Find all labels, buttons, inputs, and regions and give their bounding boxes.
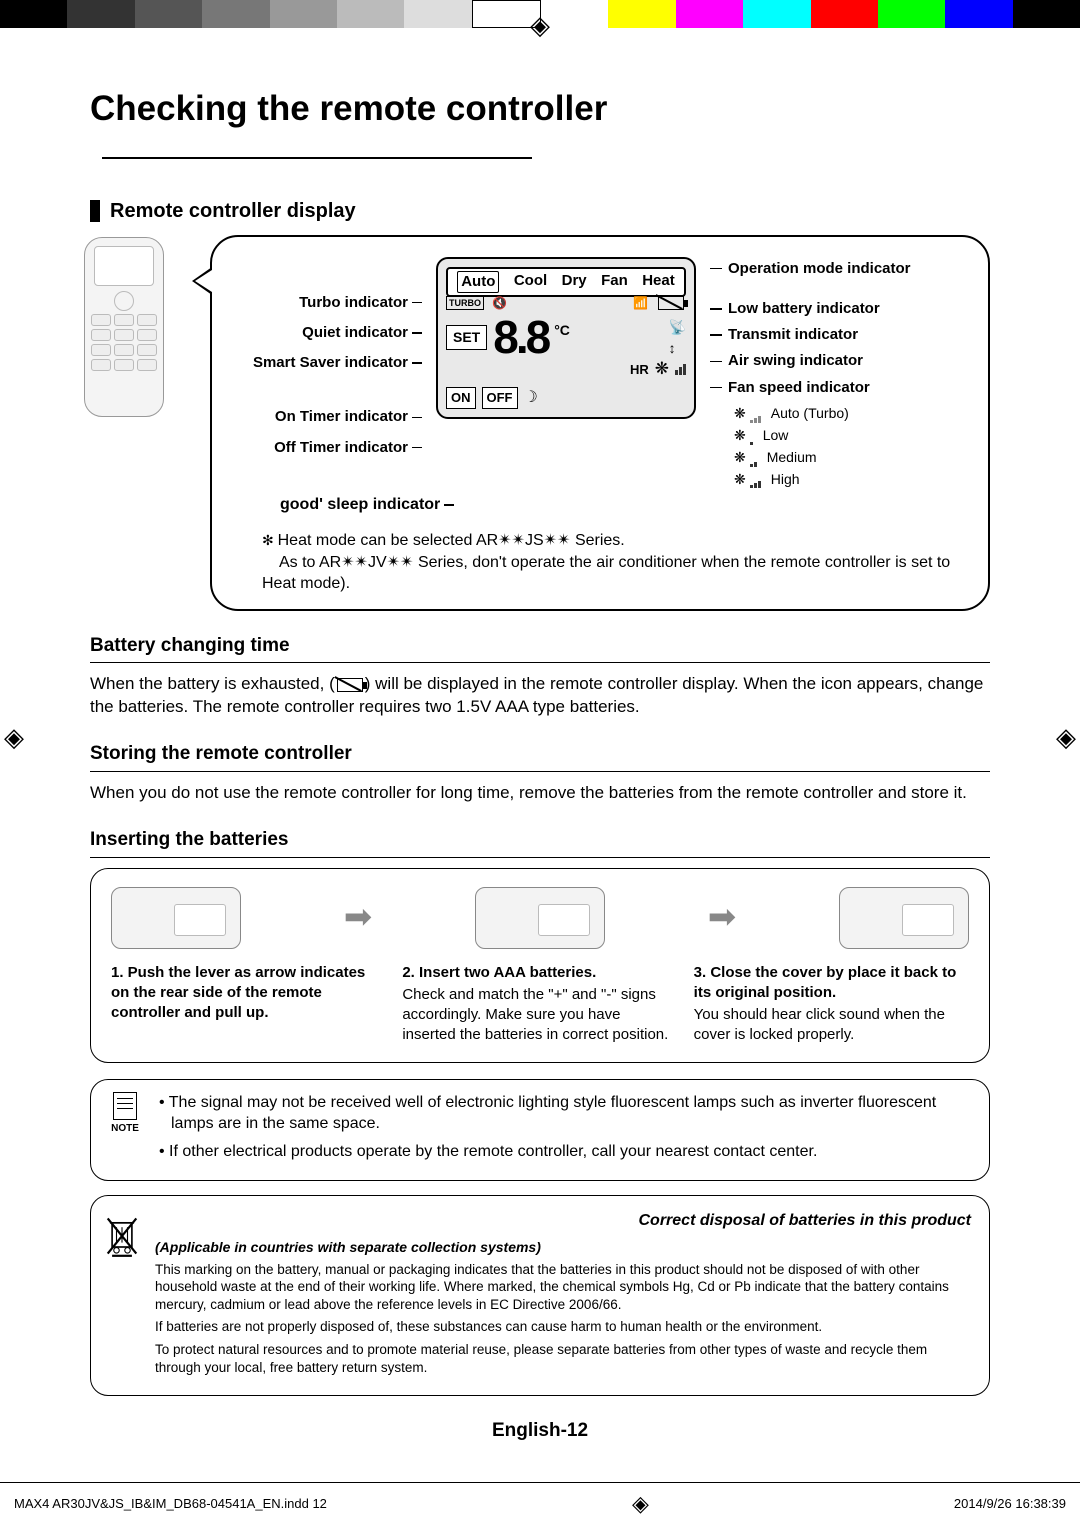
section-inserting: Inserting the batteries bbox=[90, 827, 990, 858]
disposal-box: Correct disposal of batteries in this pr… bbox=[90, 1195, 990, 1396]
set-indicator: SET bbox=[446, 325, 487, 350]
wheelie-bin-icon bbox=[105, 1214, 139, 1258]
signal-icon: 📶 bbox=[633, 295, 648, 311]
registration-mark-bottom: ◈ bbox=[632, 1489, 649, 1518]
off-timer-indicator: OFF bbox=[482, 387, 518, 409]
page-title: Checking the remote controller bbox=[90, 85, 990, 180]
section-battery-time: Battery changing time bbox=[90, 633, 990, 664]
battery-time-text: When the battery is exhausted, () will b… bbox=[90, 673, 990, 719]
registration-mark-right: ◈ bbox=[1056, 720, 1076, 755]
note-box: NOTE The signal may not be received well… bbox=[90, 1079, 990, 1182]
remote-rear-step1 bbox=[111, 887, 241, 949]
transmit-icon: 📡 bbox=[669, 318, 686, 337]
unit-celsius: °C bbox=[554, 321, 570, 340]
swing-icon: ↕ bbox=[669, 339, 686, 358]
disposal-subtitle: (Applicable in countries with separate c… bbox=[155, 1238, 971, 1257]
fan-speed-bars bbox=[675, 364, 686, 375]
display-diagram-box: Turbo indicator Quiet indicator Smart Sa… bbox=[210, 235, 990, 611]
right-indicator-labels: Operation mode indicator Low battery ind… bbox=[710, 257, 968, 489]
hour-label: HR bbox=[630, 361, 649, 379]
low-battery-icon bbox=[658, 296, 684, 310]
section-storing: Storing the remote controller bbox=[90, 741, 990, 772]
heat-mode-note: ✻ Heat mode can be selected AR✴✴JS✴✴ Ser… bbox=[232, 530, 968, 595]
low-battery-icon-inline bbox=[337, 678, 363, 692]
turbo-icon: TURBO bbox=[446, 296, 484, 310]
section-remote-display: Remote controller display bbox=[90, 198, 990, 225]
good-sleep-label: good' sleep indicator bbox=[280, 494, 968, 516]
arrow-icon: ➡ bbox=[344, 895, 373, 941]
on-timer-indicator: ON bbox=[446, 387, 476, 409]
disposal-p1: This marking on the battery, manual or p… bbox=[155, 1261, 971, 1314]
print-footer: MAX4 AR30JV&JS_IB&IM_DB68-04541A_EN.indd… bbox=[0, 1482, 1080, 1518]
inserting-batteries-box: ➡ ➡ 1. Push the lever as arrow indicates… bbox=[90, 868, 990, 1063]
fan-speed-list: ❋ Auto (Turbo)❋ Low❋ Medium❋ High bbox=[734, 404, 968, 489]
remote-rear-step2 bbox=[475, 887, 605, 949]
footer-filename: MAX4 AR30JV&JS_IB&IM_DB68-04541A_EN.indd… bbox=[14, 1495, 327, 1513]
remote-rear-step3 bbox=[839, 887, 969, 949]
storing-text: When you do not use the remote controlle… bbox=[90, 782, 990, 805]
disposal-title: Correct disposal of batteries in this pr… bbox=[155, 1210, 971, 1232]
page-number: English-12 bbox=[90, 1418, 990, 1444]
good-sleep-icon: ☽ bbox=[524, 387, 538, 409]
fan-icon: ❋ bbox=[655, 358, 669, 381]
quiet-icon: 🔇 bbox=[492, 295, 507, 311]
disposal-p3: To protect natural resources and to prom… bbox=[155, 1341, 971, 1376]
lcd-display: Auto Cool Dry Fan Heat TURBO 🔇 📶 SET 8.8… bbox=[436, 257, 696, 419]
mode-bar: Auto Cool Dry Fan Heat bbox=[446, 267, 686, 297]
arrow-icon: ➡ bbox=[708, 895, 737, 941]
disposal-p2: If batteries are not properly disposed o… bbox=[155, 1318, 971, 1336]
left-indicator-labels: Turbo indicator Quiet indicator Smart Sa… bbox=[232, 257, 422, 458]
temperature-display: 8.8 bbox=[493, 317, 548, 358]
note-list: The signal may not be received well of e… bbox=[159, 1092, 971, 1169]
footer-date: 2014/9/26 16:38:39 bbox=[954, 1495, 1066, 1513]
remote-controller-illustration bbox=[84, 237, 164, 417]
registration-mark-left: ◈ bbox=[4, 720, 24, 755]
note-icon: NOTE bbox=[105, 1092, 145, 1169]
